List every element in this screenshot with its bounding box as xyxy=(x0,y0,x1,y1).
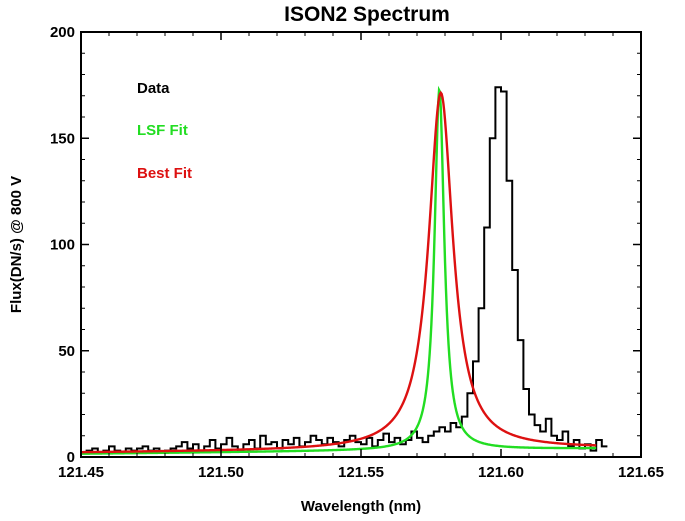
legend: Data LSF Fit Best Fit xyxy=(137,80,192,182)
x-tick-label: 121.45 xyxy=(58,464,104,481)
plot-curves xyxy=(80,85,608,455)
chart-title: ISON2 Spectrum xyxy=(284,3,450,26)
best-fit-curve xyxy=(80,90,597,454)
x-tick-label: 121.50 xyxy=(198,464,244,481)
y-tick-label: 150 xyxy=(50,130,75,147)
x-axis-label: Wavelength (nm) xyxy=(301,498,421,515)
y-axis: 0 50 100 150 200 xyxy=(50,24,641,466)
legend-entry: Data xyxy=(137,80,170,97)
y-tick-label: 0 xyxy=(67,449,75,466)
x-axis: 121.45 121.50 121.55 121.60 121.65 xyxy=(58,32,664,481)
y-tick-label: 100 xyxy=(50,237,75,254)
x-tick-label: 121.65 xyxy=(618,464,664,481)
y-axis-label: Flux(DN/s) @ 800 V xyxy=(8,176,25,313)
legend-entry: Best Fit xyxy=(137,165,192,182)
lsf-fit-curve xyxy=(80,85,597,455)
x-tick-label: 121.55 xyxy=(338,464,384,481)
y-tick-label: 200 xyxy=(50,24,75,41)
legend-entry: LSF Fit xyxy=(137,122,188,139)
x-tick-label: 121.60 xyxy=(478,464,524,481)
y-tick-label: 50 xyxy=(58,343,75,360)
data-series-steps xyxy=(81,86,608,454)
